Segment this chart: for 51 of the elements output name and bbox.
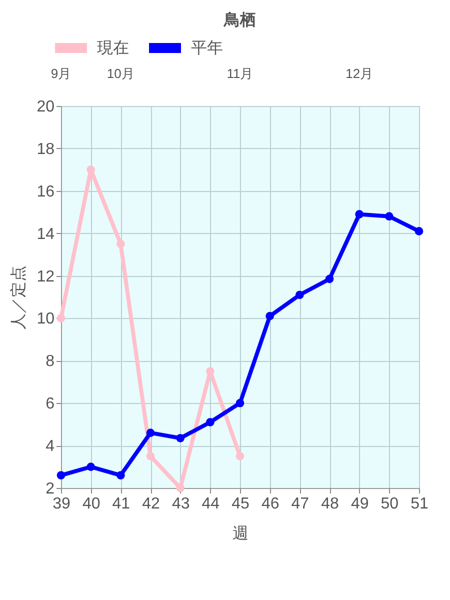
point (414, 227, 424, 236)
chart-title: 鳥栖 (223, 11, 256, 29)
point (56, 314, 66, 322)
y-tick-label: 20 (36, 98, 55, 116)
y-tick-label: 4 (46, 438, 55, 456)
text: 11月 (226, 66, 254, 81)
text: 9月 (50, 66, 72, 81)
point (384, 212, 394, 221)
point (86, 462, 96, 471)
point (56, 471, 66, 480)
x-tick-label: 42 (142, 496, 160, 512)
x-axis-title: 週 (232, 526, 248, 542)
y-tick-label: 2 (46, 480, 55, 498)
x-tick-label: 40 (82, 496, 100, 512)
point (236, 398, 244, 408)
y-tick-label: 14 (36, 226, 55, 243)
point (206, 418, 214, 426)
y-tick-label: 6 (46, 396, 55, 413)
x-tick-label: 51 (410, 496, 428, 512)
y-tick-label: 18 (36, 140, 55, 158)
text: 10月 (106, 66, 134, 81)
y-tick-label: 8 (46, 353, 55, 370)
point (266, 312, 274, 320)
point (355, 210, 364, 218)
point (146, 452, 155, 460)
point (116, 471, 125, 480)
y-axis-title: 人／定点 (10, 266, 28, 330)
point (236, 452, 244, 460)
point (86, 165, 96, 174)
point (206, 367, 214, 376)
point (146, 428, 155, 437)
point (176, 434, 185, 442)
legend-label: 現在 (97, 40, 129, 57)
point (116, 240, 125, 248)
legend-label: 平年 (191, 40, 223, 57)
y-tick-label: 12 (36, 268, 55, 286)
x-tick-label: 44 (202, 496, 220, 512)
text: 12月 (346, 66, 374, 81)
x-tick-label: 39 (52, 496, 70, 512)
y-tick-label: 16 (36, 183, 55, 200)
x-tick-label: 41 (112, 496, 130, 512)
x-tick-label: 48 (321, 496, 339, 512)
x-tick-label: 49 (350, 496, 369, 512)
x-tick-label: 46 (261, 496, 280, 512)
point (295, 290, 304, 300)
y-tick-label: 10 (36, 310, 55, 328)
x-tick-label: 47 (291, 496, 310, 512)
x-tick-label: 45 (232, 496, 250, 512)
x-tick-label: 50 (380, 496, 399, 512)
point (325, 274, 334, 284)
x-tick-label: 43 (172, 496, 190, 512)
